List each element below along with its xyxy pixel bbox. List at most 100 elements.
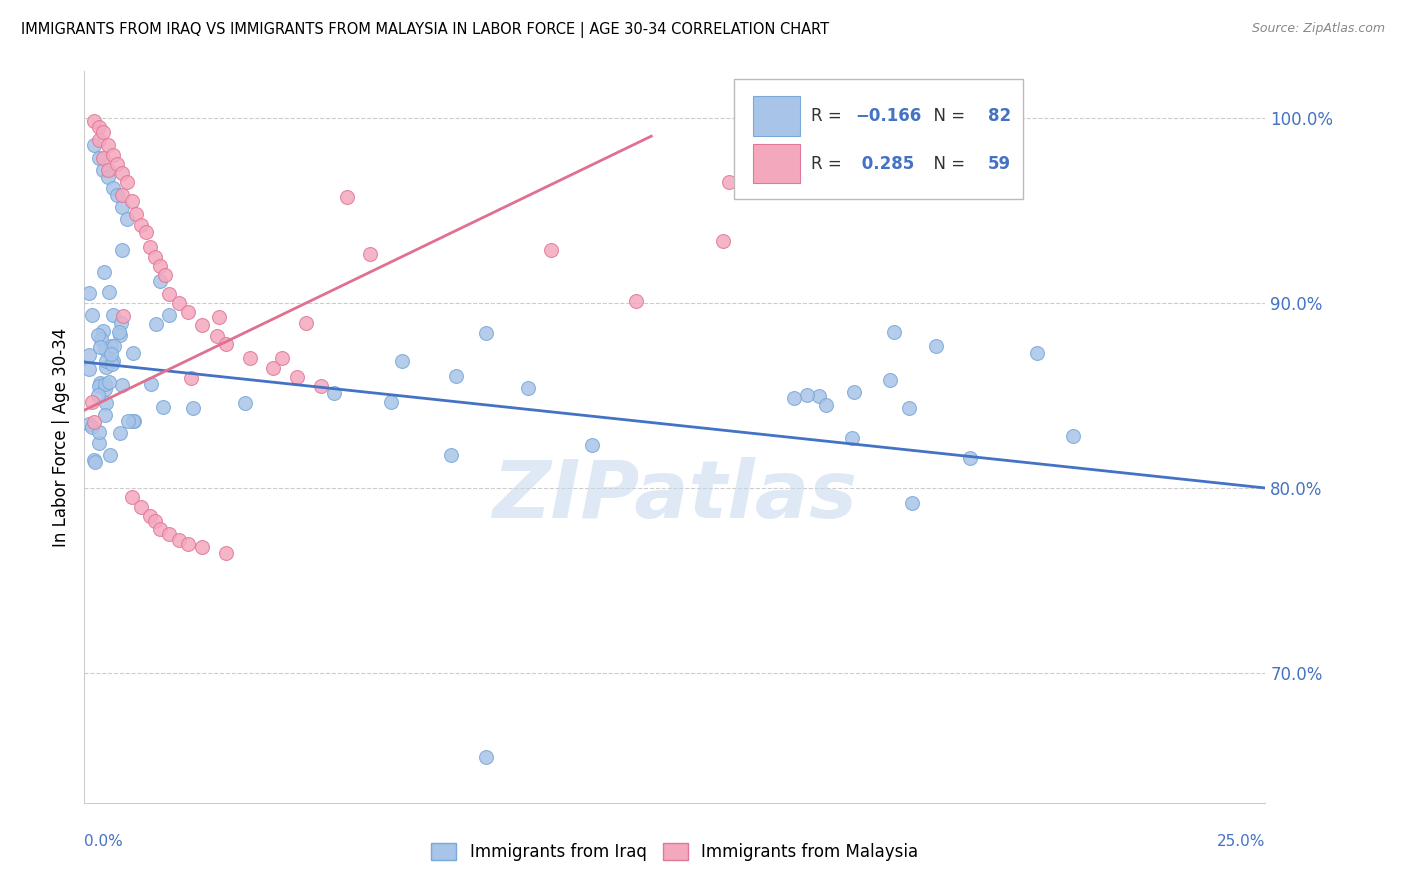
Point [359,247,381,261]
Point [177,305,200,319]
Point [87,435,110,450]
Text: R =: R = [811,154,846,172]
Point [581,438,603,452]
Point [294,316,316,330]
Point [80,419,103,434]
Text: N =: N = [922,154,970,172]
Point [129,500,152,514]
Point [879,373,901,387]
Point [110,316,132,330]
Point [117,414,139,428]
Point [540,243,562,257]
Point [94,408,117,422]
Point [842,384,865,399]
Point [139,508,162,523]
Point [391,353,413,368]
Point [101,181,124,195]
Point [167,295,190,310]
Point [139,377,162,392]
Point [815,398,838,412]
Point [149,274,172,288]
Point [94,360,117,375]
Point [309,379,332,393]
Point [191,318,214,332]
Point [100,347,122,361]
Point [97,162,120,177]
Point [91,152,114,166]
Point [87,152,110,166]
Point [474,326,496,340]
Point [129,218,152,232]
Point [98,448,121,462]
Point [93,377,115,392]
Point [97,138,120,153]
Legend: Immigrants from Iraq, Immigrants from Malaysia: Immigrants from Iraq, Immigrants from Ma… [425,836,925,868]
Point [149,522,172,536]
Point [440,448,463,462]
Point [82,394,104,409]
Point [121,346,143,360]
Point [925,339,948,353]
Point [111,243,134,257]
Point [135,226,157,240]
Point [993,139,1015,153]
Point [149,259,172,273]
Text: 25.0%: 25.0% [1218,834,1265,849]
Point [1025,346,1047,360]
Point [108,425,131,440]
Point [711,234,734,248]
Point [516,381,538,395]
Text: −0.166: −0.166 [856,107,922,125]
Point [143,514,166,528]
Point [262,360,284,375]
Point [89,340,111,354]
Point [807,389,830,403]
Point [87,133,110,147]
Point [101,357,124,371]
FancyBboxPatch shape [752,96,800,136]
Point [285,370,308,384]
Point [177,536,200,550]
Point [83,415,105,429]
Point [94,382,117,396]
Point [101,308,124,322]
Point [122,414,145,428]
Point [863,157,886,171]
Point [208,310,231,324]
Point [83,114,105,128]
Point [97,169,120,184]
Point [959,450,981,465]
Text: 0.0%: 0.0% [84,834,124,849]
Point [111,309,134,323]
Point [1000,102,1022,116]
Point [115,176,138,190]
Point [718,175,741,189]
Text: 82: 82 [988,107,1011,125]
Point [111,200,134,214]
Point [77,348,100,362]
Point [101,147,124,161]
Y-axis label: In Labor Force | Age 30-34: In Labor Force | Age 30-34 [52,327,70,547]
Point [756,146,779,161]
Point [883,325,905,339]
Point [157,527,180,541]
Text: IMMIGRANTS FROM IRAQ VS IMMIGRANTS FROM MALAYSIA IN LABOR FORCE | AGE 30-34 CORR: IMMIGRANTS FROM IRAQ VS IMMIGRANTS FROM … [21,22,830,38]
Point [91,162,114,177]
Point [100,339,122,353]
Point [444,369,467,384]
Point [139,240,162,254]
Point [125,207,148,221]
Point [98,375,121,389]
Point [111,378,134,392]
Point [157,286,180,301]
Point [87,387,110,401]
Point [87,379,110,393]
Point [183,401,205,415]
Point [101,354,124,368]
Point [111,188,134,202]
Point [110,328,132,343]
Point [786,132,808,146]
Point [94,342,117,356]
Text: Source: ZipAtlas.com: Source: ZipAtlas.com [1251,22,1385,36]
Point [108,325,131,339]
